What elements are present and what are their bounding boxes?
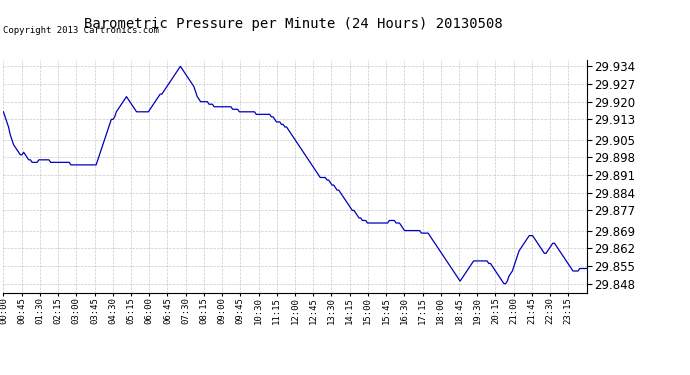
Text: Pressure  (Inches/Hg): Pressure (Inches/Hg) — [511, 28, 652, 38]
Text: Barometric Pressure per Minute (24 Hours) 20130508: Barometric Pressure per Minute (24 Hours… — [84, 17, 502, 31]
Text: Copyright 2013 Cartronics.com: Copyright 2013 Cartronics.com — [3, 26, 159, 35]
